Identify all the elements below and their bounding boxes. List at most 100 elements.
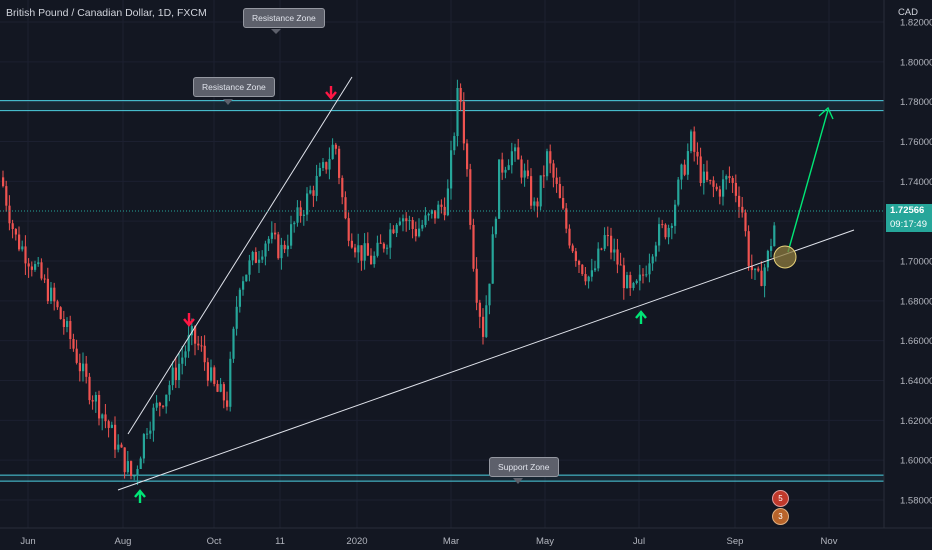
candle-body	[136, 469, 139, 476]
candle-body	[376, 242, 379, 256]
candle-body	[5, 186, 8, 206]
candle-body	[226, 400, 229, 407]
candle-body	[642, 274, 645, 276]
candle-body	[578, 260, 581, 265]
resistance-zone-callout-left[interactable]: Resistance Zone	[193, 77, 275, 97]
candle-body	[53, 287, 56, 302]
candle-body	[299, 207, 302, 216]
support-zone-callout[interactable]: Support Zone	[489, 457, 559, 477]
candle-body	[389, 229, 392, 248]
candle-body	[82, 363, 85, 372]
candle-body	[357, 245, 360, 253]
candle-body	[536, 201, 539, 207]
candle-body	[581, 264, 584, 275]
candle-body	[440, 204, 443, 207]
projection-arrow-line[interactable]	[787, 109, 829, 253]
candle-body	[728, 176, 731, 179]
candle-body	[709, 179, 712, 181]
candle-body	[690, 131, 693, 152]
symbol-title[interactable]: British Pound / Canadian Dollar, 1D, FXC…	[6, 7, 207, 19]
candle-body	[699, 156, 702, 183]
candle-body	[600, 248, 603, 250]
candle-body	[542, 175, 545, 177]
x-tick-label: 2020	[346, 536, 367, 547]
ascending-trendline-support[interactable]	[117, 229, 855, 491]
candle-body	[363, 243, 366, 261]
candle-body	[334, 144, 337, 149]
candle-body	[325, 162, 328, 170]
candle-body	[510, 151, 513, 166]
event-badge-3[interactable]: 3	[772, 508, 789, 525]
projection-arrow-head	[818, 106, 834, 120]
candle-body	[24, 246, 27, 264]
candle-body	[229, 358, 232, 407]
sell-arrow-marker	[325, 86, 337, 100]
candle-body	[398, 221, 401, 225]
candle-body	[770, 246, 773, 251]
candle-body	[533, 201, 536, 206]
candle-body	[683, 164, 686, 175]
candle-body	[504, 169, 507, 173]
candle-body	[725, 176, 728, 180]
candle-body	[738, 195, 741, 207]
candle-body	[21, 246, 24, 250]
candle-body	[616, 249, 619, 265]
candle-body	[370, 255, 373, 265]
candle-body	[661, 224, 664, 226]
candle-body	[568, 228, 571, 246]
resistance-zone-callout-top[interactable]: Resistance Zone	[243, 8, 325, 28]
entry-circle[interactable]	[773, 245, 797, 269]
candle-body	[712, 180, 715, 187]
candle-body	[232, 328, 235, 359]
candle-body	[450, 150, 453, 189]
candle-body	[648, 263, 651, 275]
candle-body	[245, 274, 248, 282]
candle-body	[421, 224, 424, 229]
candle-body	[459, 87, 462, 102]
candle-body	[248, 260, 251, 275]
candle-body	[597, 248, 600, 269]
candle-body	[674, 204, 677, 226]
candle-body	[350, 240, 353, 248]
candle-body	[222, 384, 225, 401]
candle-body	[11, 223, 14, 229]
candle-body	[306, 193, 309, 215]
candle-body	[133, 475, 136, 477]
candle-body	[59, 307, 62, 320]
ascending-trendline-steep[interactable]	[127, 76, 353, 435]
candle-body	[155, 402, 158, 408]
candle-body	[373, 255, 376, 265]
candle-body	[424, 215, 427, 225]
candle-body	[667, 227, 670, 238]
event-badge-5[interactable]: 5	[772, 490, 789, 507]
candle-body	[296, 207, 299, 223]
candle-body	[610, 235, 613, 253]
candle-body	[392, 229, 395, 234]
candle-body	[312, 190, 315, 196]
candle-body	[427, 213, 430, 216]
countdown-tag: 09:17:49	[886, 218, 932, 232]
candle-body	[328, 159, 331, 170]
candle-body	[546, 151, 549, 177]
candle-body	[773, 225, 776, 247]
candle-body	[619, 264, 622, 266]
candle-body	[62, 319, 65, 327]
candle-body	[475, 268, 478, 303]
candle-body	[322, 162, 325, 168]
candle-body	[187, 335, 190, 352]
x-tick-label: May	[536, 536, 554, 547]
candle-body	[341, 177, 344, 198]
candle-body	[434, 210, 437, 219]
candle-body	[395, 224, 398, 234]
candle-body	[571, 245, 574, 252]
time-axis[interactable]: Jun Aug Oct 11 2020 Mar May Jul Sep Nov	[20, 536, 837, 547]
candle-body	[2, 177, 5, 187]
x-tick-label: Oct	[207, 536, 222, 547]
candle-body	[453, 136, 456, 151]
candle-body	[613, 249, 616, 253]
candle-body	[584, 274, 587, 282]
candle-body	[286, 245, 289, 250]
candle-body	[638, 274, 641, 281]
candle-body	[168, 385, 171, 395]
